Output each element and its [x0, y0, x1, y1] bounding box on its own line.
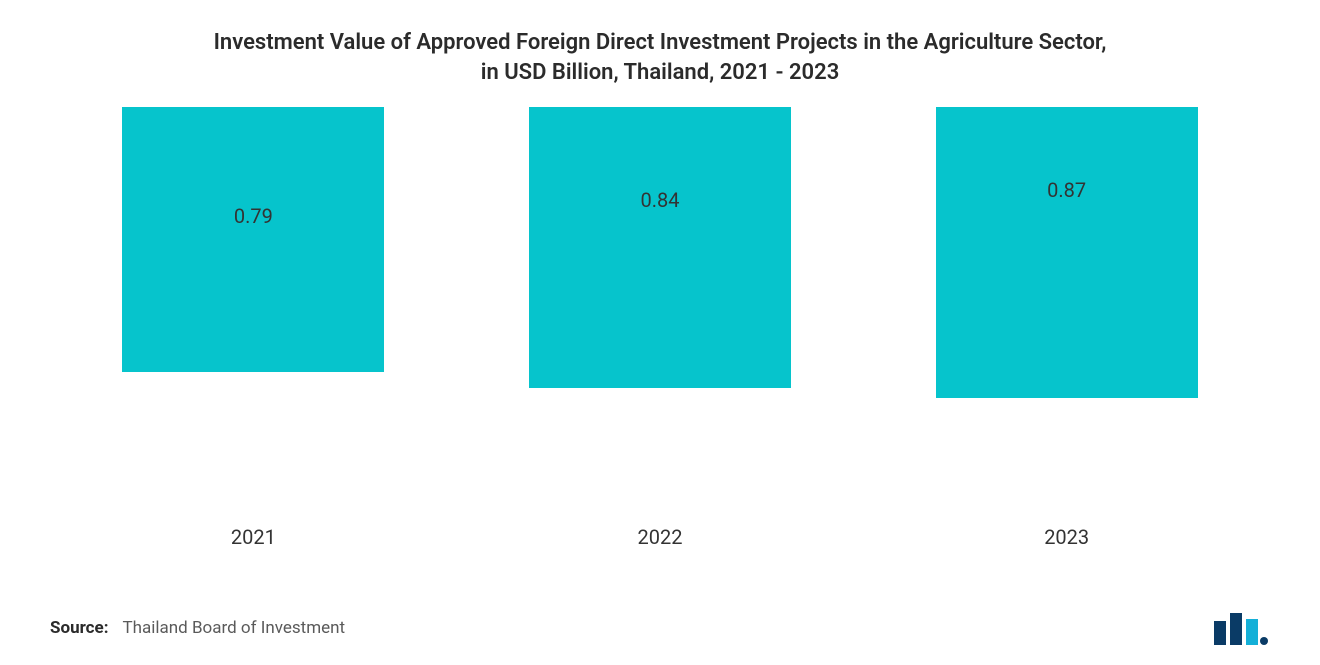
bar-value-label: 0.79: [234, 204, 273, 228]
bar-group: 0.87: [863, 107, 1270, 509]
x-axis-label: 2021: [50, 517, 457, 557]
logo-bar-1: [1214, 621, 1226, 645]
bar-rect: [122, 107, 384, 372]
bars-row: 0.79 0.84 0.87: [50, 107, 1270, 509]
brand-logo-icon: [1212, 611, 1270, 645]
bar-group: 0.84: [457, 107, 864, 509]
logo-dot: [1260, 637, 1268, 645]
x-axis-labels: 202120222023: [50, 517, 1270, 557]
bar-value-label: 0.84: [641, 188, 680, 212]
x-axis-label: 2022: [457, 517, 864, 557]
chart-title-line1: Investment Value of Approved Foreign Dir…: [214, 30, 1107, 55]
bar-group: 0.79: [50, 107, 457, 509]
bar-rect: [529, 107, 791, 388]
source-block: Source: Thailand Board of Investment: [50, 618, 345, 638]
chart-container: Investment Value of Approved Foreign Dir…: [0, 0, 1320, 665]
x-axis-label: 2023: [863, 517, 1270, 557]
bar-rect: [936, 107, 1198, 398]
plot-area: 0.79 0.84 0.87 202120222023: [50, 107, 1270, 557]
source-label: Source:: [50, 618, 108, 638]
chart-title-line2: in USD Billion, Thailand, 2021 - 2023: [481, 60, 840, 85]
bar-value-label: 0.87: [1047, 178, 1086, 202]
chart-title: Investment Value of Approved Foreign Dir…: [95, 28, 1225, 87]
logo-bar-3: [1246, 619, 1258, 645]
source-text: Thailand Board of Investment: [122, 618, 345, 638]
chart-footer: Source: Thailand Board of Investment: [50, 611, 1270, 645]
logo-bar-2: [1230, 613, 1242, 645]
